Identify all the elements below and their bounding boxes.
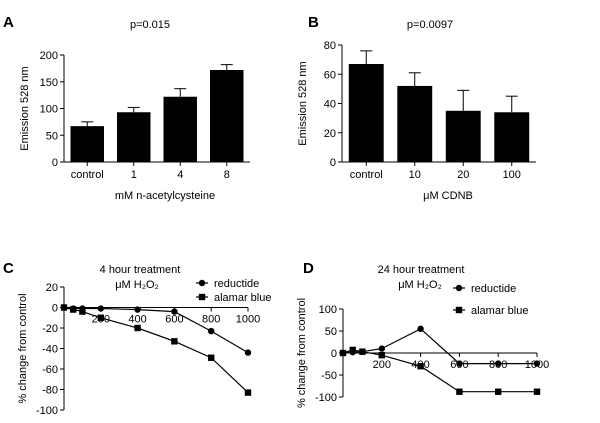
y-tick-label: 150: [40, 77, 58, 89]
data-point-square: [60, 304, 68, 311]
y-tick-label: 60: [324, 69, 336, 81]
y-tick-label: 0: [52, 303, 58, 315]
panel-letter: A: [3, 14, 14, 31]
x-tick-label: 8: [224, 169, 230, 181]
data-point-square: [171, 338, 178, 345]
data-point-circle: [417, 325, 424, 332]
y-tick-label: -80: [42, 385, 58, 397]
y-tick-label: 100: [40, 104, 58, 116]
y-tick-label: 20: [324, 128, 336, 140]
x-tick-label: 10: [409, 169, 421, 181]
bar: [210, 69, 244, 162]
data-point-square: [79, 308, 86, 315]
data-point-square: [378, 352, 385, 359]
panel-c: C 4 hour treatment μM H₂O₂ 20 0 -20 -40 -60 -80 -…: [3, 260, 271, 417]
bar: [397, 85, 433, 162]
y-tick-label: -40: [42, 344, 58, 356]
y-tick-label: -60: [42, 364, 58, 376]
chart-title: p=0.015: [130, 19, 170, 31]
x-axis-label: μM CDNB: [423, 190, 473, 202]
panel-d: D 24 hour treatment μM H₂O₂ 100 50 0 -50 -100 20…: [296, 260, 549, 408]
data-point-circle: [171, 308, 178, 315]
data-point-square: [359, 348, 366, 355]
data-point-square: [349, 346, 356, 354]
data-point-circle: [244, 349, 252, 356]
legend-label: reductide: [471, 283, 516, 295]
legend-label: reductide: [214, 278, 259, 290]
data-point-square: [456, 388, 463, 395]
y-axis-label: % change from control: [296, 298, 308, 408]
x-tick-label: 600: [165, 314, 183, 326]
y-tick-label: 50: [325, 326, 337, 338]
bar: [445, 110, 481, 162]
data-point-square: [134, 324, 141, 332]
y-tick-label: -20: [42, 323, 58, 335]
data-point-square: [417, 363, 424, 370]
data-point-circle: [533, 360, 541, 367]
legend-label: alamar blue: [214, 292, 271, 304]
y-tick-label: -100: [315, 392, 337, 404]
x-tick-label: 100: [503, 169, 521, 181]
bar: [494, 112, 530, 162]
y-tick-label: 200: [40, 50, 58, 62]
x-tick-label: control: [350, 169, 383, 181]
x-tick-label: control: [71, 169, 104, 181]
x-axis-label: mM n-acetylcysteine: [115, 190, 215, 202]
panel-letter: B: [308, 14, 319, 31]
panel-letter: C: [3, 260, 14, 277]
panel-letter: D: [303, 260, 314, 277]
data-point-square: [455, 306, 463, 314]
chart-title: p=0.0097: [407, 19, 453, 31]
y-axis-label: % change from control: [17, 293, 29, 403]
x-tick-label: 20: [457, 169, 469, 181]
y-tick-label: 20: [46, 282, 58, 294]
y-tick-label: 0: [52, 157, 58, 169]
y-tick-label: 100: [319, 304, 337, 316]
y-tick-label: 50: [46, 130, 58, 142]
y-tick-label: 0: [330, 157, 336, 169]
data-point-square: [198, 293, 206, 301]
bar: [117, 112, 151, 162]
y-tick-label: 80: [324, 40, 336, 52]
chart-subtitle: μM H₂O₂: [398, 279, 442, 291]
x-tick-label: 200: [373, 359, 391, 371]
bar: [70, 126, 104, 162]
data-point-circle: [208, 327, 215, 335]
bar: [348, 64, 384, 162]
y-axis-label: Emission 528 nm: [297, 61, 309, 145]
data-point-circle: [495, 360, 502, 367]
data-point-circle: [455, 284, 463, 292]
data-point-square: [495, 388, 502, 395]
data-point-square: [533, 388, 541, 395]
x-tick-label: 400: [128, 314, 146, 326]
x-tick-label: 4: [177, 169, 183, 181]
data-point-circle: [198, 279, 206, 287]
y-axis-label: Emission 528 nm: [19, 66, 31, 150]
data-point-circle: [378, 345, 385, 352]
y-tick-label: -100: [36, 405, 58, 417]
data-point-square: [97, 314, 104, 321]
data-point-square: [339, 349, 347, 357]
data-point-square: [208, 354, 215, 361]
legend-label: alamar blue: [471, 305, 528, 317]
y-tick-label: 0: [331, 348, 337, 360]
x-tick-label: 1: [131, 169, 137, 181]
data-point-circle: [134, 306, 141, 313]
y-tick-label: -50: [321, 370, 337, 382]
data-point-square: [70, 306, 77, 313]
chart-title: 4 hour treatment: [100, 264, 181, 276]
data-point-circle: [97, 305, 105, 312]
x-tick-label: 800: [202, 314, 220, 326]
chart-title: 24 hour treatment: [378, 264, 465, 276]
data-point-square: [244, 389, 252, 396]
y-tick-label: 40: [324, 99, 336, 111]
chart-subtitle: μM H₂O₂: [115, 279, 159, 291]
bar: [163, 96, 197, 162]
x-tick-label: 1000: [236, 314, 260, 326]
data-point-circle: [456, 360, 463, 367]
